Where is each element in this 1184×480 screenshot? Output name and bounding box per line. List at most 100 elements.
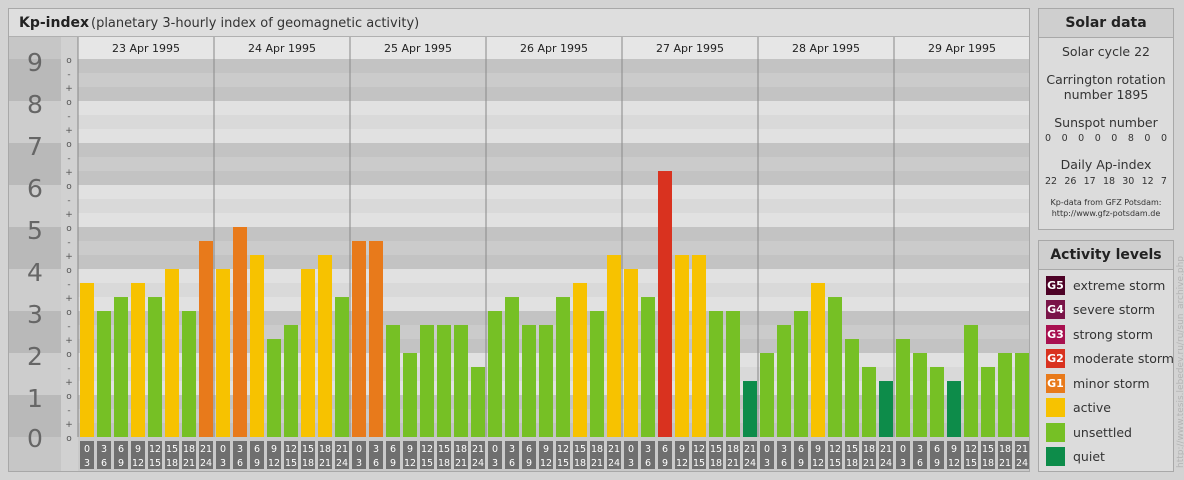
plot-band xyxy=(78,185,1029,199)
ap-value: 26 xyxy=(1064,176,1077,187)
y-minor-tick: + xyxy=(65,420,73,430)
hour-end-label: 18 xyxy=(846,458,858,469)
y-axis-band xyxy=(9,395,61,437)
y-minor-tick: + xyxy=(65,336,73,346)
hour-start-label: 0 xyxy=(84,444,90,455)
hour-label-box xyxy=(607,441,621,469)
y-minor-tick: o xyxy=(66,434,72,444)
activity-levels-panel: Activity levels G5 extreme storm G4 seve… xyxy=(1038,240,1174,472)
y-minor-tick: o xyxy=(66,140,72,150)
hour-end-label: 12 xyxy=(268,458,280,469)
legend-item-moderate-storm: G2 moderate storm xyxy=(1046,348,1174,368)
hour-end-label: 3 xyxy=(628,458,634,469)
y-axis-band xyxy=(9,353,61,395)
kp-bar xyxy=(267,339,281,437)
hour-label-box xyxy=(964,441,978,469)
credit-line: Kp-data from GFZ Potsdam: xyxy=(1050,198,1162,207)
hour-end-label: 18 xyxy=(574,458,586,469)
day-label: 25 Apr 1995 xyxy=(384,42,452,55)
kp-bar xyxy=(97,311,111,437)
plot-band xyxy=(78,115,1029,129)
kp-index-panel: Kp-index (planetary 3-hourly index of ge… xyxy=(8,8,1030,472)
hour-label-box xyxy=(369,441,383,469)
kp-bar xyxy=(658,171,672,437)
hour-start-label: 15 xyxy=(982,444,994,455)
kp-bar xyxy=(760,353,774,437)
hour-end-label: 24 xyxy=(880,458,892,469)
kp-bar xyxy=(505,297,519,437)
day-label: 23 Apr 1995 xyxy=(112,42,180,55)
sunspot-value: 0 xyxy=(1078,133,1085,144)
hour-end-label: 21 xyxy=(455,458,467,469)
hour-end-label: 6 xyxy=(645,458,651,469)
hour-start-label: 0 xyxy=(900,444,906,455)
hour-label-box xyxy=(216,441,230,469)
kp-bar xyxy=(947,381,961,437)
hour-end-label: 24 xyxy=(744,458,756,469)
kp-bar xyxy=(590,311,604,437)
ap-value: 12 xyxy=(1141,176,1154,187)
minor-tick-column xyxy=(61,37,78,471)
hour-label-box xyxy=(777,441,791,469)
chart-title: Kp-index xyxy=(19,15,89,31)
y-minor-tick: + xyxy=(65,84,73,94)
hour-end-label: 21 xyxy=(319,458,331,469)
plot-band xyxy=(78,367,1029,381)
day-label: 27 Apr 1995 xyxy=(656,42,724,55)
hour-label-box xyxy=(590,441,604,469)
solar-data-title: Solar data xyxy=(1039,9,1173,38)
hour-label-box xyxy=(658,441,672,469)
y-axis-band xyxy=(9,59,61,101)
plot-band xyxy=(78,241,1029,255)
kp-bar xyxy=(216,269,230,437)
kp-bar xyxy=(777,324,791,437)
kp-bar xyxy=(80,282,94,437)
hour-end-label: 21 xyxy=(727,458,739,469)
kp-bar xyxy=(335,297,349,437)
kp-bar xyxy=(811,282,825,437)
hour-end-label: 12 xyxy=(812,458,824,469)
hour-end-label: 18 xyxy=(166,458,178,469)
day-label: 29 Apr 1995 xyxy=(928,42,996,55)
legend-swatch: G2 xyxy=(1046,348,1065,368)
hour-start-label: 0 xyxy=(492,444,498,455)
kp-bar xyxy=(998,353,1012,437)
sunspot-value: 0 xyxy=(1045,133,1052,144)
watermark-url: http://www.tesis.lebedev.ru/ru/sun_archi… xyxy=(1176,255,1184,468)
plot-band xyxy=(78,381,1029,395)
legend-label: moderate storm xyxy=(1073,350,1174,366)
hour-end-label: 9 xyxy=(662,458,668,469)
kp-bar xyxy=(488,311,502,437)
y-tick-label: 1 xyxy=(27,384,43,413)
hour-label-box xyxy=(488,441,502,469)
hour-start-label: 6 xyxy=(662,444,668,455)
hour-label-box xyxy=(267,441,281,469)
ap-value: 18 xyxy=(1102,176,1116,187)
hour-end-label: 3 xyxy=(84,458,90,469)
kp-bar xyxy=(573,282,587,437)
ap-index-title: Daily Ap-index xyxy=(1060,157,1152,172)
y-tick-label: 4 xyxy=(27,258,43,287)
hour-end-label: 9 xyxy=(526,458,532,469)
hour-label-box xyxy=(301,441,315,469)
kp-bar xyxy=(114,297,128,437)
hour-start-label: 18 xyxy=(455,444,467,455)
y-minor-tick: - xyxy=(67,196,70,206)
hour-end-label: 3 xyxy=(220,458,226,469)
kp-bar xyxy=(862,366,876,437)
legend-swatch xyxy=(1046,446,1065,466)
kp-bar xyxy=(556,297,570,437)
kp-bar xyxy=(386,324,400,437)
hour-end-label: 21 xyxy=(863,458,875,469)
hour-label-box xyxy=(862,441,876,469)
hour-end-label: 9 xyxy=(254,458,260,469)
hour-start-label: 0 xyxy=(356,444,362,455)
hour-start-label: 12 xyxy=(421,444,433,455)
solar-data-panel: Solar data Solar cycle 22 Carrington rot… xyxy=(1038,8,1174,230)
chart-title-bar: Kp-index (planetary 3-hourly index of ge… xyxy=(9,9,1029,37)
hour-start-label: 9 xyxy=(951,444,957,455)
hour-end-label: 21 xyxy=(183,458,195,469)
kp-bar xyxy=(301,269,315,437)
hour-start-label: 18 xyxy=(319,444,331,455)
kp-bar xyxy=(726,311,740,437)
